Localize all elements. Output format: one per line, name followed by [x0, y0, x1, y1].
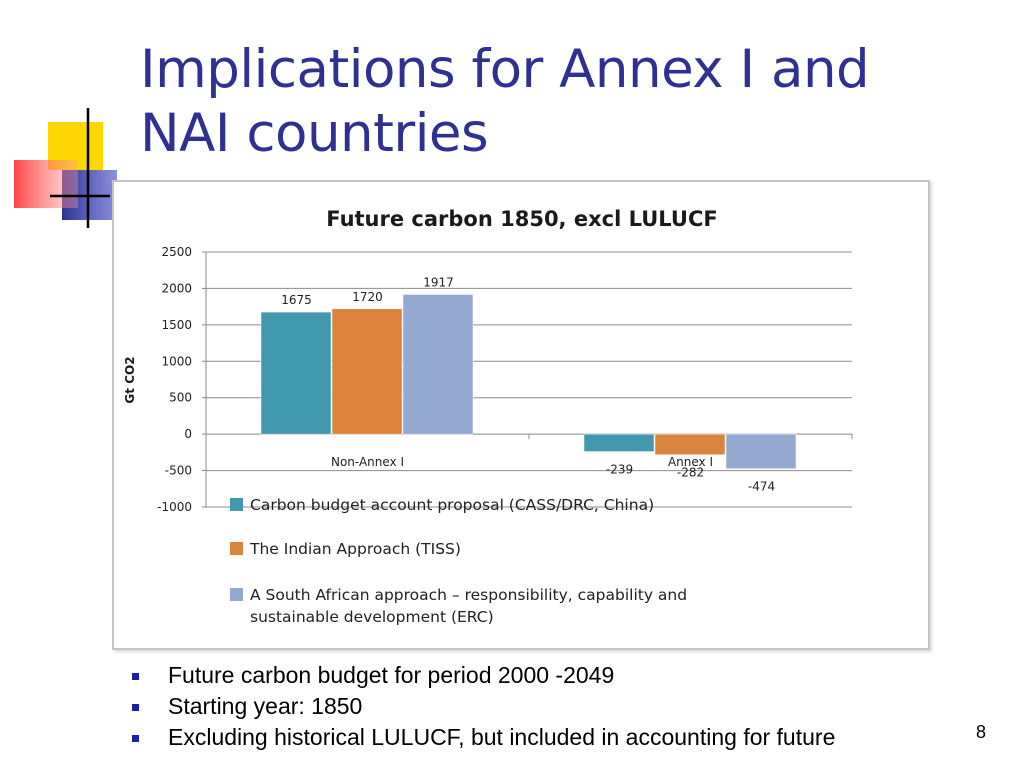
y-tick-label: 2500 [161, 245, 192, 259]
bullet-square-icon [132, 673, 139, 680]
y-axis-label: Gt CO2 [123, 356, 137, 403]
legend-swatch [230, 498, 243, 511]
data-label: 1917 [423, 275, 454, 289]
page-number: 8 [976, 722, 987, 742]
data-label: 1675 [281, 293, 312, 307]
data-label: -474 [748, 480, 775, 494]
bullet-item: Excluding historical LULUCF, but include… [130, 722, 950, 753]
decorative-squares [14, 108, 117, 228]
legend-label: Carbon budget account proposal (CASS/DRC… [250, 496, 654, 514]
legend-label: The Indian Approach (TISS) [249, 540, 461, 558]
bullet-square-icon [132, 735, 139, 742]
bar [260, 311, 332, 435]
bullet-text: Starting year: 1850 [168, 693, 363, 719]
y-tick-label: 1500 [161, 318, 192, 332]
bar [583, 433, 655, 452]
title-line-1: Implications for Annex I and [140, 39, 870, 100]
legend-label-line: The Indian Approach (TISS) [249, 540, 461, 558]
y-tick-label: 0 [184, 427, 192, 441]
bar [402, 294, 474, 435]
bullet-square-icon [132, 704, 139, 711]
bar-chart: Future carbon 1850, excl LULUCF Gt CO2 2… [123, 207, 853, 626]
legend-swatch [230, 588, 243, 601]
y-tick-label: 500 [169, 391, 192, 405]
y-tick-label: -1000 [157, 500, 192, 514]
bar [331, 308, 403, 435]
bar [725, 433, 797, 469]
bar [654, 433, 726, 455]
legend-label-line: A South African approach – responsibilit… [250, 586, 687, 604]
legend-label: A South African approach – responsibilit… [250, 586, 687, 626]
bullet-text: Future carbon budget for period 2000 -20… [168, 662, 615, 688]
bullet-item: Starting year: 1850 [130, 691, 950, 722]
y-tick-label: -500 [165, 464, 192, 478]
data-label: 1720 [352, 290, 383, 304]
chart-container: Future carbon 1850, excl LULUCF Gt CO2 2… [112, 180, 930, 650]
category-label: Annex I [668, 455, 713, 469]
y-tick-label: 1000 [161, 354, 192, 368]
slide-title: Implications for Annex I and NAI countri… [140, 38, 1000, 166]
bullet-text: Excluding historical LULUCF, but include… [168, 724, 836, 750]
data-label: -239 [606, 463, 633, 477]
y-tick-label: 2000 [161, 281, 192, 295]
legend-label-line: Carbon budget account proposal (CASS/DRC… [250, 496, 654, 514]
bullet-list: Future carbon budget for period 2000 -20… [130, 660, 950, 753]
red-square [14, 160, 78, 208]
legend-swatch [230, 542, 243, 555]
bullet-item: Future carbon budget for period 2000 -20… [130, 660, 950, 691]
category-label: Non-Annex I [331, 455, 404, 469]
data-label: -282 [677, 466, 704, 480]
chart-title: Future carbon 1850, excl LULUCF [326, 207, 717, 231]
title-line-2: NAI countries [140, 103, 489, 164]
legend-label-line: sustainable development (ERC) [250, 608, 494, 626]
